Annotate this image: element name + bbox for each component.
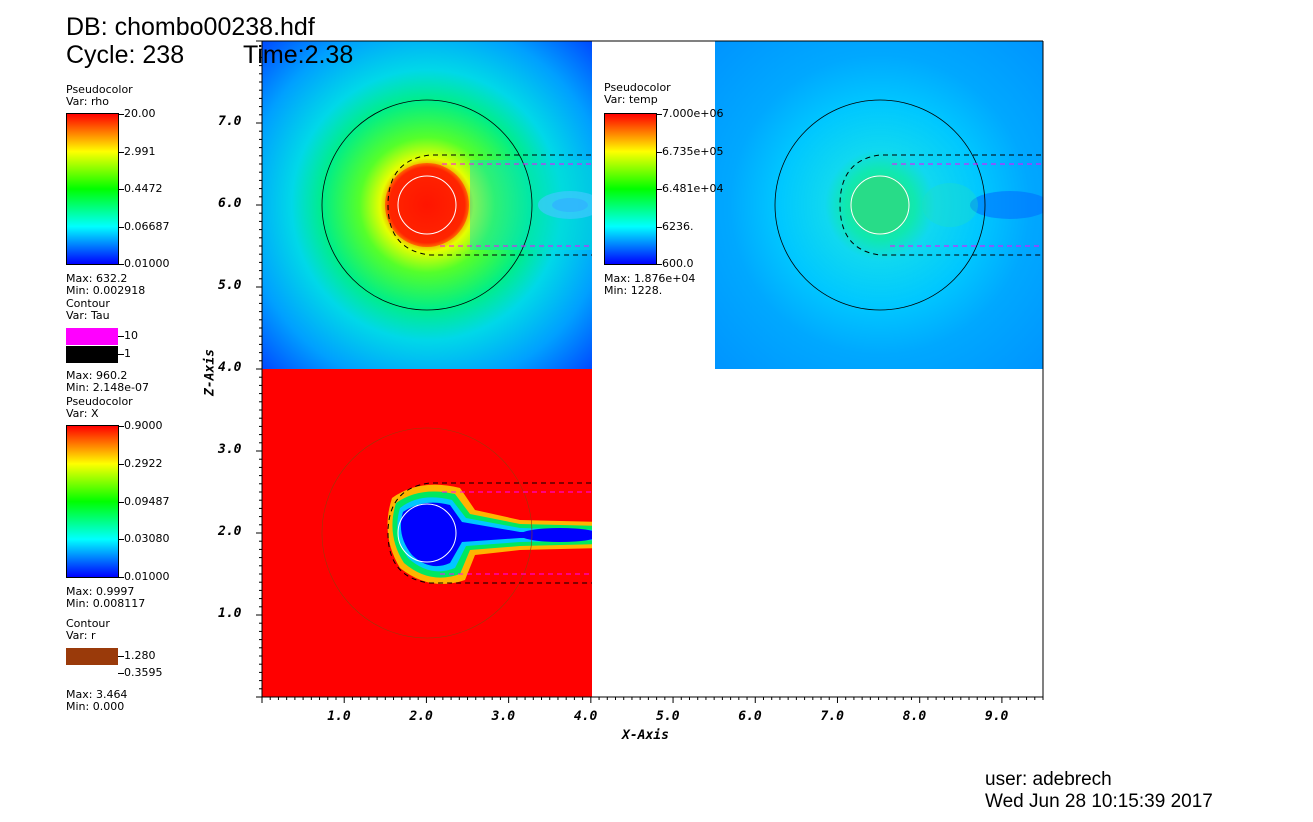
x-min: Min: 0.008117 bbox=[66, 597, 146, 610]
r-legend-kind: Contour bbox=[66, 617, 110, 630]
x-tick-label: 3.0 bbox=[491, 709, 516, 724]
x-tick-label: 4.0 bbox=[573, 709, 598, 724]
tau-min: Min: 2.148e-07 bbox=[66, 381, 149, 394]
tau-level-1: 1 bbox=[124, 347, 131, 360]
rho-max: Max: 632.2 bbox=[66, 272, 128, 285]
r-level-1: 1.280 bbox=[124, 649, 156, 662]
x-colorbar bbox=[66, 425, 119, 578]
colorbar-tick bbox=[656, 264, 662, 265]
y-tick-label: 6.0 bbox=[218, 196, 242, 211]
rho-panel bbox=[262, 41, 592, 369]
colorbar-tick-label: 0.01000 bbox=[124, 257, 170, 270]
x-tick-label: 2.0 bbox=[409, 709, 433, 724]
r-tick-2 bbox=[118, 673, 124, 674]
tau-tick-1 bbox=[118, 354, 124, 355]
temp-legend-var: Var: temp bbox=[604, 93, 658, 106]
x-tick-label: 8.0 bbox=[902, 709, 927, 724]
r-tick-1 bbox=[118, 656, 124, 657]
colorbar-tick bbox=[118, 226, 124, 228]
colorbar-tick bbox=[118, 539, 124, 541]
y-tick-label: 2.0 bbox=[218, 524, 242, 539]
r-min: Min: 0.000 bbox=[66, 700, 125, 713]
time-label: Time:2.38 bbox=[243, 41, 354, 69]
x-tick-label: 5.0 bbox=[656, 709, 680, 724]
y-tick-label: 3.0 bbox=[218, 442, 242, 457]
colorbar-tick-label: 20.00 bbox=[124, 107, 156, 120]
y-tick-label: 4.0 bbox=[218, 360, 242, 375]
x-tick-label: 1.0 bbox=[327, 709, 351, 724]
temp-legend-kind: Pseudocolor bbox=[604, 81, 671, 94]
rho-colorbar bbox=[66, 113, 119, 265]
colorbar-tick-label: 6.481e+04 bbox=[662, 182, 724, 195]
y-tick-label: 7.0 bbox=[218, 114, 242, 129]
r-level-swatch bbox=[66, 648, 118, 665]
date-label: Wed Jun 28 10:15:39 2017 bbox=[985, 791, 1213, 812]
colorbar-tick-label: 0.03080 bbox=[124, 532, 170, 546]
colorbar-tick bbox=[656, 189, 662, 190]
tau-tick-10 bbox=[118, 336, 124, 337]
colorbar-tick-label: 2.991 bbox=[124, 144, 156, 158]
colorbar-tick-label: 0.9000 bbox=[124, 419, 163, 432]
colorbar-tick bbox=[118, 189, 124, 190]
tau-level-swatch-10 bbox=[66, 328, 118, 345]
x-tick-label: 7.0 bbox=[820, 709, 844, 724]
colorbar-tick bbox=[118, 426, 124, 427]
r-legend-var: Var: r bbox=[66, 629, 96, 642]
y-tick-marks bbox=[256, 40, 262, 698]
colorbar-tick-label: 600.0 bbox=[662, 257, 694, 270]
colorbar-tick bbox=[118, 151, 124, 153]
temp-colorbar bbox=[604, 113, 657, 265]
x-panel bbox=[262, 369, 592, 697]
colorbar-tick-label: 7.000e+06 bbox=[662, 107, 724, 120]
tau-level-swatch-1 bbox=[66, 346, 118, 363]
x-legend-kind: Pseudocolor bbox=[66, 395, 133, 408]
db-title: DB: chombo00238.hdf bbox=[66, 13, 315, 41]
colorbar-tick bbox=[118, 577, 124, 578]
colorbar-tick bbox=[656, 151, 662, 153]
colorbar-tick bbox=[118, 264, 124, 265]
x-tick-label: 9.0 bbox=[984, 709, 1009, 724]
r-level-2: 0.3595 bbox=[124, 666, 163, 679]
y-tick-label: 5.0 bbox=[218, 278, 242, 293]
tau-legend-kind: Contour bbox=[66, 297, 110, 310]
temp-max: Max: 1.876e+04 bbox=[604, 272, 696, 285]
rho-legend-kind: Pseudocolor bbox=[66, 83, 133, 96]
x-legend-var: Var: X bbox=[66, 407, 99, 420]
x-axis-title: X-Axis bbox=[622, 728, 669, 743]
colorbar-tick-label: 6.735e+05 bbox=[662, 144, 724, 158]
colorbar-tick bbox=[118, 501, 124, 503]
cycle-label: Cycle: 238 bbox=[66, 41, 185, 69]
tau-level-10: 10 bbox=[124, 329, 138, 342]
tau-max: Max: 960.2 bbox=[66, 369, 128, 382]
colorbar-tick-label: 0.06687 bbox=[124, 219, 170, 233]
r-max: Max: 3.464 bbox=[66, 688, 128, 701]
colorbar-tick-label: 6236. bbox=[662, 219, 694, 233]
rho-legend-var: Var: rho bbox=[66, 95, 109, 108]
colorbar-tick bbox=[118, 114, 124, 115]
y-axis-title: Z-Axis bbox=[202, 349, 218, 396]
colorbar-tick bbox=[118, 463, 124, 465]
x-tick-marks bbox=[261, 697, 1044, 703]
colorbar-tick-label: 0.4472 bbox=[124, 182, 163, 195]
y-tick-label: 1.0 bbox=[218, 606, 242, 621]
temp-panel bbox=[715, 41, 1043, 369]
temp-min: Min: 1228. bbox=[604, 284, 663, 297]
colorbar-tick-label: 0.09487 bbox=[124, 494, 170, 508]
user-label: user: adebrech bbox=[985, 769, 1112, 790]
colorbar-tick-label: 0.01000 bbox=[124, 570, 170, 583]
rho-min: Min: 0.002918 bbox=[66, 284, 146, 297]
x-tick-label: 6.0 bbox=[738, 709, 762, 724]
colorbar-tick-label: 0.2922 bbox=[124, 456, 163, 470]
tau-legend-var: Var: Tau bbox=[66, 309, 110, 322]
colorbar-tick bbox=[656, 226, 662, 228]
colorbar-tick bbox=[656, 114, 662, 115]
x-max: Max: 0.9997 bbox=[66, 585, 135, 598]
